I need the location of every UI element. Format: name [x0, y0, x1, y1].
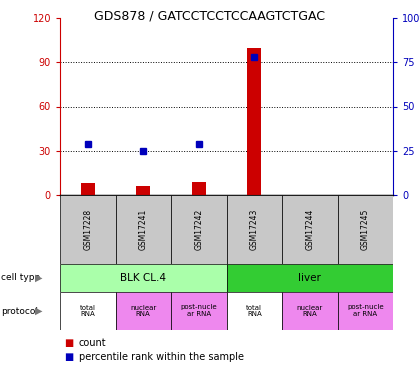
Text: post-nucle
ar RNA: post-nucle ar RNA — [181, 304, 217, 318]
Bar — [116, 195, 171, 264]
Bar — [60, 264, 226, 292]
Text: GSM17228: GSM17228 — [83, 209, 92, 250]
Text: total
RNA: total RNA — [246, 304, 262, 318]
Bar — [282, 195, 338, 264]
Text: GSM17241: GSM17241 — [139, 209, 148, 250]
Bar — [282, 292, 338, 330]
Bar — [81, 183, 94, 195]
Text: GSM17243: GSM17243 — [250, 209, 259, 250]
Bar — [192, 182, 206, 195]
Bar — [226, 195, 282, 264]
Bar — [338, 195, 393, 264]
Bar — [116, 292, 171, 330]
Text: ▶: ▶ — [35, 273, 42, 283]
Bar — [171, 292, 226, 330]
Text: count: count — [79, 338, 107, 348]
Bar — [60, 292, 116, 330]
Text: GSM17242: GSM17242 — [194, 209, 203, 250]
Text: ■: ■ — [64, 352, 74, 362]
Text: ■: ■ — [64, 338, 74, 348]
Bar — [60, 195, 116, 264]
Text: post-nucle
ar RNA: post-nucle ar RNA — [347, 304, 383, 318]
Text: GDS878 / GATCCTCCTCCAAGTCTGAC: GDS878 / GATCCTCCTCCAAGTCTGAC — [94, 9, 326, 22]
Bar — [226, 292, 282, 330]
Text: nuclear
RNA: nuclear RNA — [130, 304, 156, 318]
Text: nuclear
RNA: nuclear RNA — [297, 304, 323, 318]
Text: ▶: ▶ — [35, 306, 42, 316]
Bar — [136, 186, 150, 195]
Text: liver: liver — [298, 273, 321, 283]
Bar — [171, 195, 226, 264]
Text: BLK CL.4: BLK CL.4 — [120, 273, 166, 283]
Bar — [247, 48, 261, 195]
Text: percentile rank within the sample: percentile rank within the sample — [79, 352, 244, 362]
Text: protocol: protocol — [1, 306, 38, 315]
Text: GSM17245: GSM17245 — [361, 209, 370, 250]
Bar — [226, 264, 393, 292]
Text: cell type: cell type — [1, 273, 40, 282]
Text: total
RNA: total RNA — [80, 304, 96, 318]
Bar — [338, 292, 393, 330]
Text: GSM17244: GSM17244 — [305, 209, 314, 250]
